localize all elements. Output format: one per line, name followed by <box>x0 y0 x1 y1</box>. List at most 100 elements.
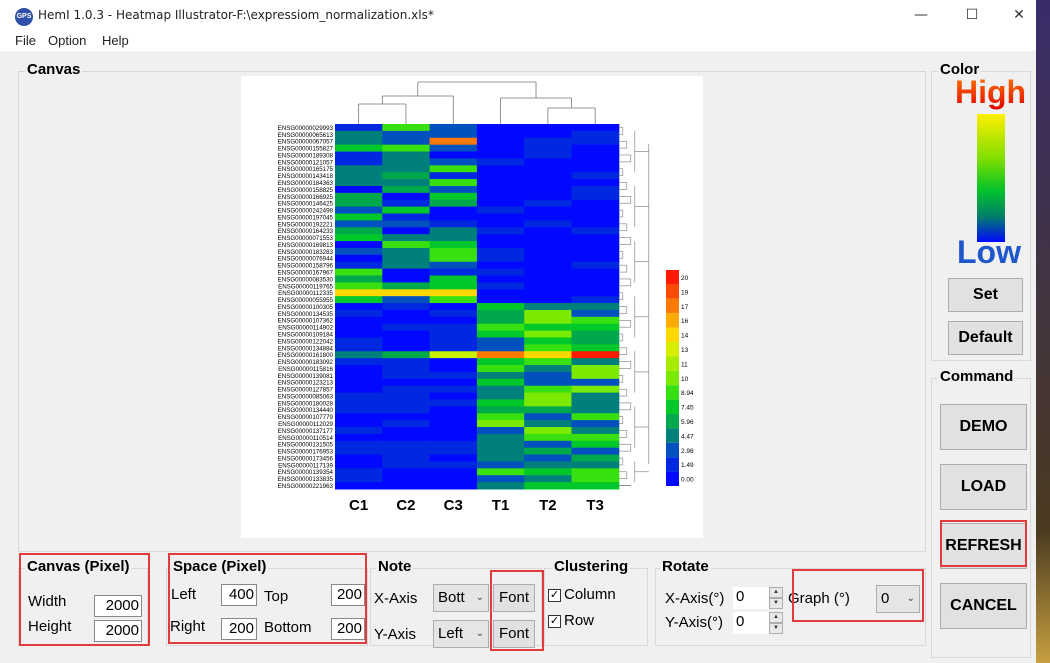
heatmap-cell <box>476 268 525 277</box>
highlight-font <box>490 570 544 651</box>
heatmap-cell <box>429 227 478 235</box>
legend-swatch <box>666 414 679 429</box>
menu-help[interactable]: Help <box>102 33 129 48</box>
spin-up-icon[interactable]: ▲ <box>769 587 783 598</box>
heatmap-cell <box>524 261 572 270</box>
bottom-input[interactable]: 200 <box>331 618 365 640</box>
maximize-button[interactable]: ☐ <box>965 7 979 23</box>
menu-file[interactable]: File <box>15 33 36 48</box>
heatmap-cell <box>382 371 431 380</box>
demo-button[interactable]: DEMO <box>940 404 1027 450</box>
row-label: ENSG00000065613 <box>278 132 334 139</box>
legend-swatch <box>666 270 679 285</box>
heatmap-cell <box>335 447 383 456</box>
column-label: T3 <box>586 497 604 514</box>
spin-up-icon[interactable]: ▲ <box>769 612 783 623</box>
heatmap-cell <box>382 482 431 490</box>
heatmap-cell <box>335 454 383 462</box>
heatmap-cell <box>335 179 383 187</box>
right-label: Right <box>170 618 206 635</box>
heatmap-cell <box>335 165 383 173</box>
heatmap-cell <box>429 454 478 462</box>
heatmap-cell <box>382 454 431 462</box>
rotate-yaxis-label: Y-Axis(°) <box>665 614 723 631</box>
heatmap-cell <box>524 179 572 187</box>
rotate-xaxis-input[interactable]: 0 <box>733 587 769 609</box>
row-label: ENSG00000184363 <box>278 180 334 187</box>
graph-rotate-select[interactable]: 0 ⌄ <box>876 585 920 613</box>
row-label: ENSG00000127857 <box>278 387 334 394</box>
heatmap-cell <box>335 371 383 380</box>
row-checkbox[interactable]: ✓ <box>548 615 561 628</box>
heatmap-cell <box>429 337 478 345</box>
legend-swatch <box>666 442 679 458</box>
heatmap-cell <box>335 316 383 325</box>
heatmap-cell <box>476 275 525 283</box>
cancel-button[interactable]: CANCEL <box>940 583 1027 629</box>
yaxis-font-button[interactable]: Font <box>493 620 535 648</box>
heatmap-cell <box>382 309 431 318</box>
rotate-xaxis-spinner[interactable]: ▲ ▼ <box>769 587 783 609</box>
heatmap-cell <box>571 371 620 380</box>
heatmap-cell <box>571 482 620 490</box>
close-button[interactable]: ✕ <box>1013 7 1025 23</box>
chevron-down-icon: ⌄ <box>475 628 484 639</box>
height-input[interactable]: 2000 <box>94 620 142 642</box>
heatmap-cell <box>476 323 525 332</box>
heatmap-cell <box>571 358 620 366</box>
heatmap-cell <box>335 296 383 304</box>
column-checkbox[interactable]: ✓ <box>548 589 561 602</box>
spin-down-icon[interactable]: ▼ <box>769 623 783 634</box>
note-xaxis-select[interactable]: Bott ⌄ <box>433 584 489 612</box>
heatmap-cell <box>476 385 525 394</box>
minimize-button[interactable]: — <box>914 7 928 23</box>
rotate-yaxis-spinner[interactable]: ▲ ▼ <box>769 612 783 634</box>
canvas-pixel-label: Canvas (Pixel) <box>25 558 132 575</box>
heatmap-cell <box>476 427 525 435</box>
load-button[interactable]: LOAD <box>940 464 1027 510</box>
heatmap-cell <box>382 185 431 194</box>
top-input[interactable]: 200 <box>331 584 365 606</box>
heatmap-cell <box>382 330 431 338</box>
heatmap-cell <box>335 247 383 256</box>
row-label: ENSG00000139081 <box>278 373 334 380</box>
heatmap-cell <box>571 275 620 283</box>
right-input[interactable]: 200 <box>221 618 257 640</box>
legend-swatch <box>666 385 679 400</box>
set-button[interactable]: Set <box>948 278 1023 312</box>
heatmap-cell <box>382 199 431 208</box>
heatmap-cell <box>524 241 572 249</box>
heatmap-cell <box>524 220 572 228</box>
legend-tick: 4.47 <box>681 433 694 440</box>
width-input[interactable]: 2000 <box>94 595 142 617</box>
heatmap-cell <box>382 165 431 173</box>
note-yaxis-select[interactable]: Left ⌄ <box>433 620 489 648</box>
heatmap-cell <box>429 165 478 173</box>
heatmap-cell <box>524 351 572 359</box>
heatmap-cell <box>335 275 383 283</box>
xaxis-font-button[interactable]: Font <box>493 584 535 612</box>
heatmap-cell <box>571 399 620 407</box>
heatmap-cell <box>476 433 525 442</box>
heatmap-cell <box>524 482 572 490</box>
default-button[interactable]: Default <box>948 321 1023 355</box>
row-label: ENSG00000121057 <box>278 159 334 166</box>
heatmap-cell <box>429 261 478 270</box>
heatmap-cell <box>335 199 383 208</box>
spin-down-icon[interactable]: ▼ <box>769 598 783 609</box>
rotate-yaxis-input[interactable]: 0 <box>733 612 769 634</box>
row-label: ENSG00000169813 <box>278 242 334 249</box>
menu-option[interactable]: Option <box>48 33 87 48</box>
heatmap-cell <box>571 289 620 297</box>
row-label: ENSG00000176953 <box>278 449 334 456</box>
row-label: ENSG00000110514 <box>278 435 333 442</box>
app-logo-icon: GPS <box>15 8 33 26</box>
left-input[interactable]: 400 <box>221 584 257 606</box>
heatmap-cell <box>476 247 525 256</box>
heatmap-cell <box>476 461 525 469</box>
heatmap-cell <box>476 440 525 449</box>
heatmap-cell <box>382 385 431 394</box>
heatmap-cell <box>335 137 383 146</box>
heatmap-cell <box>476 482 525 490</box>
heatmap-cell <box>476 199 525 208</box>
